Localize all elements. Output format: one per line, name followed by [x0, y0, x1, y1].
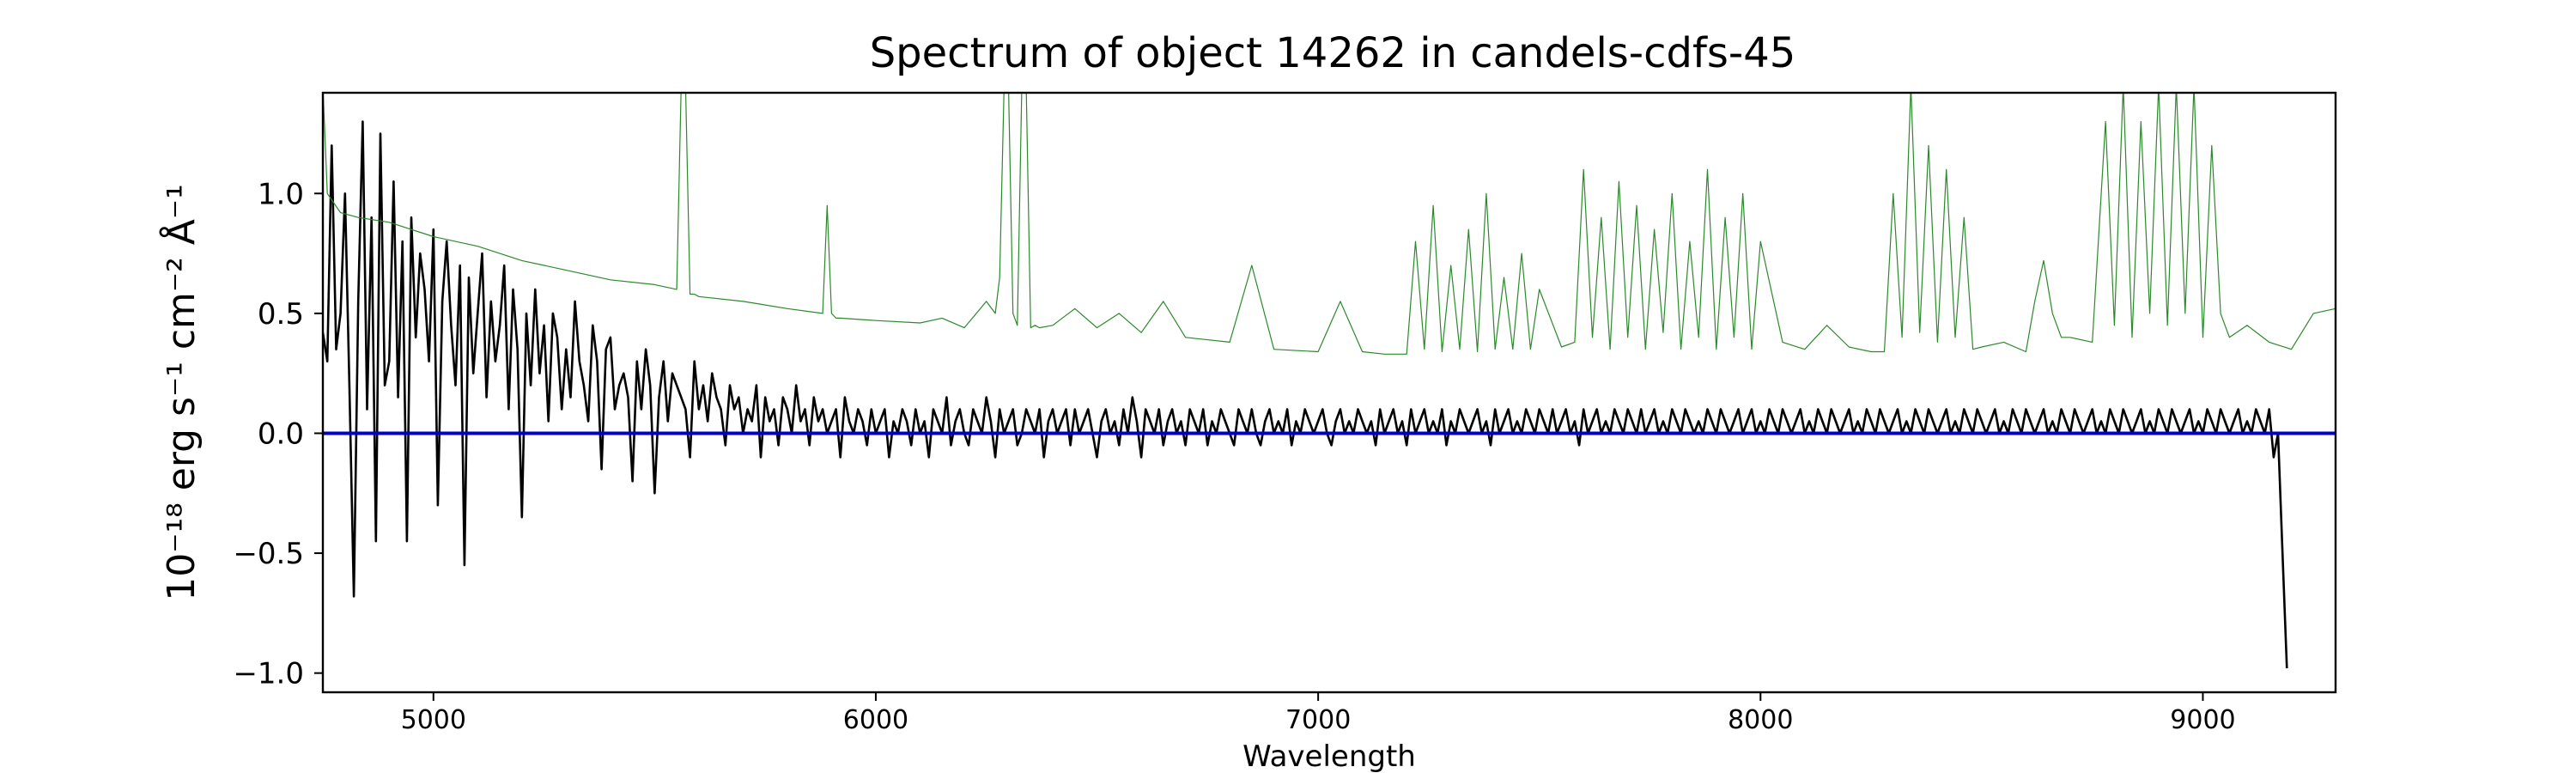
x-tick-label: 6000 — [843, 705, 908, 735]
x-tick-label: 8000 — [1728, 705, 1793, 735]
plot-frame — [321, 91, 2337, 694]
y-tick-label: 0.5 — [258, 297, 304, 332]
series-layer — [323, 93, 2336, 669]
y-tick-label: 1.0 — [258, 177, 304, 211]
y-tick-label: 0.0 — [258, 417, 304, 451]
x-tick-label: 5000 — [401, 705, 466, 735]
x-tick-label: 9000 — [2170, 705, 2235, 735]
y-axis-label: 10⁻¹⁸ erg s⁻¹ cm⁻² Å⁻¹ — [158, 184, 204, 600]
y-tick-label: −1.0 — [233, 657, 304, 691]
x-tick-label: 7000 — [1285, 705, 1351, 735]
y-axis: −1.0 −0.5 0.0 0.5 1.0 — [233, 177, 323, 691]
x-axis: 5000 6000 7000 8000 9000 — [401, 692, 2236, 735]
x-axis-label: Wavelength — [1242, 740, 1416, 773]
y-tick-label: −0.5 — [233, 537, 304, 571]
series-flux-line — [323, 120, 2288, 669]
series-error-line — [323, 93, 2336, 355]
chart-title: Spectrum of object 14262 in candels-cdfs… — [870, 29, 1796, 77]
